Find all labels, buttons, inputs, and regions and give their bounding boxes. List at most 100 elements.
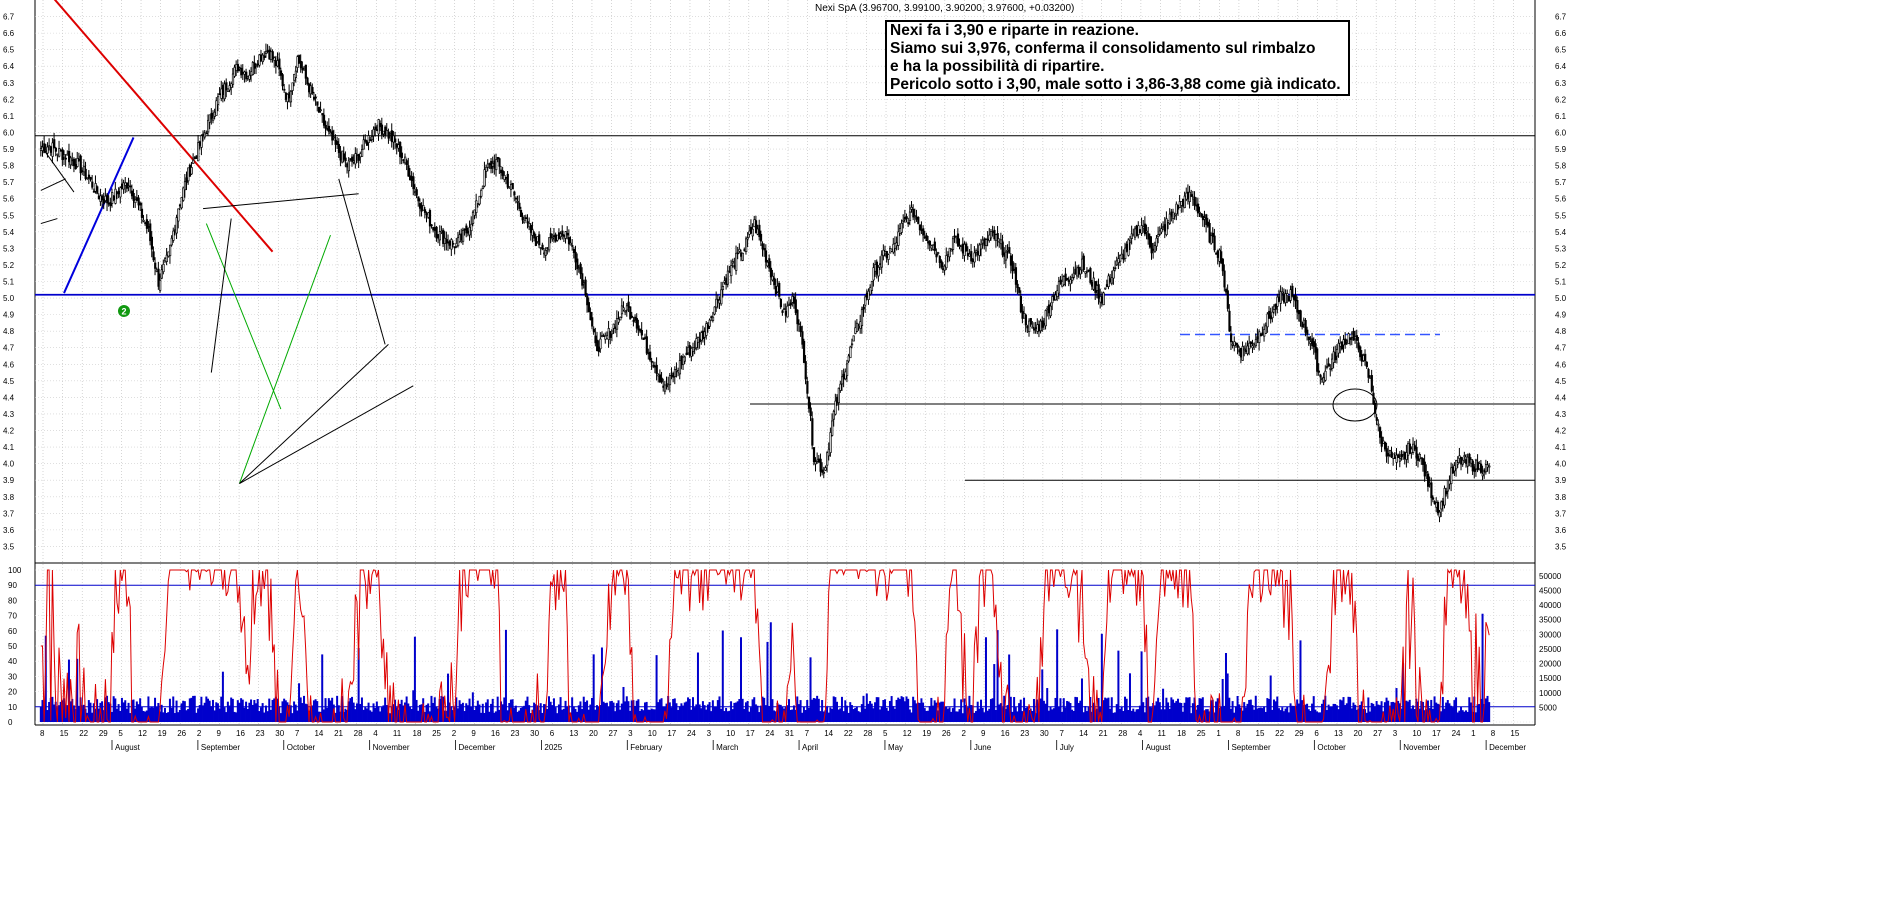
y-tick-right: 5.8: [1555, 162, 1567, 171]
candle-body: [1350, 333, 1354, 338]
volume-bar: [994, 710, 997, 722]
candle-body: [1335, 348, 1339, 357]
trendline: [338, 178, 386, 345]
volume-bar: [291, 713, 294, 722]
volume-bar: [1387, 700, 1390, 722]
volume-bar: [415, 699, 418, 722]
volume-bar: [367, 702, 370, 722]
x-tick-label: 14: [824, 729, 833, 738]
volume-bar: [210, 706, 213, 722]
month-label: September: [1231, 743, 1270, 752]
volume-bar: [996, 630, 999, 722]
candle-body: [548, 237, 551, 251]
volume-bar: [1478, 703, 1481, 722]
volume-bar: [946, 708, 949, 722]
volume-bar: [1198, 698, 1201, 722]
x-tick-label: 4: [373, 729, 378, 738]
volume-bar: [243, 707, 246, 722]
candle-body: [806, 380, 809, 394]
candle-body: [827, 448, 830, 457]
volume-bar: [1180, 702, 1183, 722]
volume-bar: [910, 712, 913, 722]
volume-bar: [245, 701, 248, 722]
volume-bar: [1418, 708, 1421, 722]
volume-bar: [690, 709, 693, 722]
volume-bar: [344, 708, 347, 722]
candle-body: [488, 163, 491, 166]
volume-bar: [680, 703, 683, 722]
candle-body: [483, 169, 486, 187]
volume-bar: [930, 697, 933, 722]
candle-body: [210, 112, 213, 120]
candle-body: [137, 197, 140, 206]
candle-body: [1145, 230, 1148, 233]
volume-bar: [1128, 673, 1131, 722]
candle-body: [720, 289, 723, 305]
candle-body: [741, 252, 744, 261]
volume-bar: [455, 697, 458, 722]
candle-body: [140, 208, 144, 218]
volume-bar: [59, 701, 62, 722]
candle-body: [533, 232, 536, 239]
candle-body: [359, 153, 362, 158]
volume-bar: [1072, 710, 1075, 722]
volume-bar: [1165, 697, 1168, 722]
candle-body: [1312, 341, 1315, 348]
candle-body: [1448, 480, 1451, 485]
y-tick-right: 4.4: [1555, 393, 1567, 402]
y-tick-left: 4.4: [3, 393, 15, 402]
y-tick-left: 4.5: [3, 377, 15, 386]
candle-body: [1206, 221, 1210, 227]
volume-bar: [1023, 697, 1026, 722]
volume-bar: [1028, 709, 1031, 722]
y-tick-left: 6.5: [3, 46, 15, 55]
candle-body: [703, 331, 706, 338]
volume-bar: [1277, 708, 1280, 722]
candle-body: [89, 177, 92, 180]
candle-body: [1135, 225, 1138, 237]
volume-bar: [600, 647, 603, 722]
volume-bar: [700, 708, 703, 722]
candles: [39, 43, 1491, 523]
candle-body: [1382, 440, 1385, 444]
volume-bar: [294, 704, 297, 722]
candle-body: [836, 396, 839, 404]
candle-body: [915, 216, 918, 220]
volume-bar: [1143, 712, 1146, 722]
volume-bar: [112, 696, 115, 722]
volume-bar: [309, 706, 312, 722]
volume-bar: [1100, 633, 1103, 722]
volume-bar: [561, 709, 564, 722]
y-tick-left: 6.3: [3, 79, 15, 88]
candle-body: [313, 96, 316, 100]
volume-bar: [157, 702, 160, 722]
candle-body: [1455, 460, 1458, 470]
candle-body: [1388, 450, 1392, 456]
candle-body: [1443, 487, 1446, 506]
volume-bar: [1162, 688, 1165, 722]
volume-bar: [162, 712, 165, 722]
volume-bar: [172, 696, 175, 722]
volume-bar: [490, 703, 493, 722]
volume-y-tick: 35000: [1539, 616, 1562, 625]
candle-body: [1215, 252, 1218, 255]
candle-body: [1238, 349, 1241, 353]
candle-body: [478, 195, 481, 205]
volume-bar: [865, 693, 868, 722]
candle-body: [339, 152, 342, 161]
volume-bar: [552, 698, 555, 722]
volume-bar: [822, 711, 825, 722]
volume-bar: [796, 696, 799, 722]
candle-body: [875, 261, 879, 275]
volume-bar: [1026, 707, 1029, 722]
volume-bar: [1211, 699, 1214, 722]
volume-bar: [104, 697, 107, 722]
candle-body: [116, 192, 119, 194]
candle-body: [584, 279, 587, 296]
candle-body: [617, 318, 620, 323]
candle-body: [1393, 456, 1397, 459]
candle-body: [764, 250, 768, 263]
volume-bar: [1307, 709, 1310, 722]
volume-bar: [1420, 700, 1423, 722]
candle-body: [587, 302, 590, 313]
